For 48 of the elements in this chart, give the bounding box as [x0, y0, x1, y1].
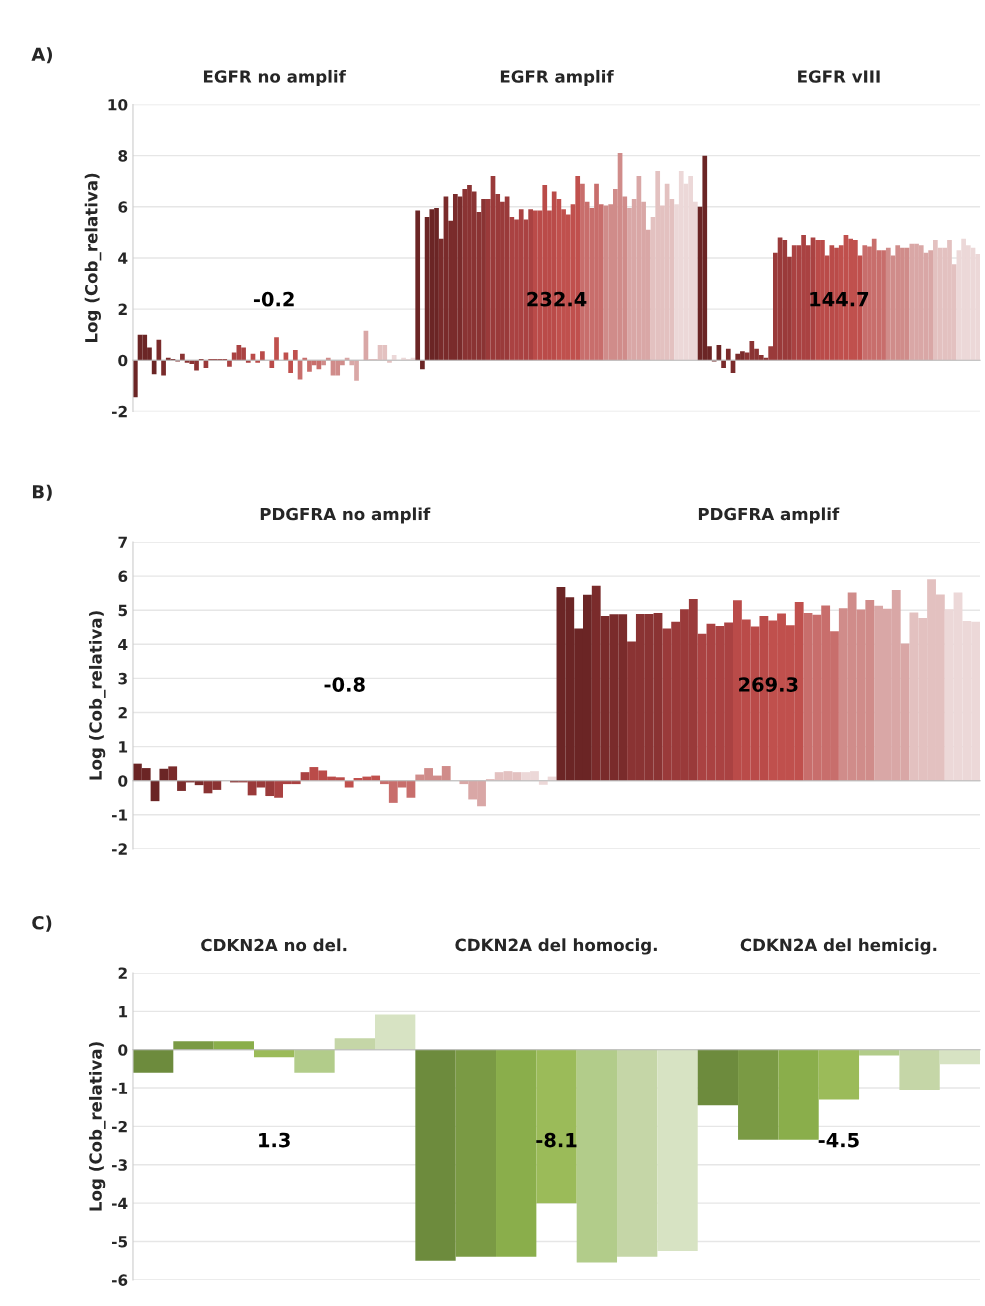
text: PDGFRA amplif: [698, 507, 840, 524]
y-tick-label: 10: [108, 98, 128, 111]
text: PDGFRA no amplif: [260, 507, 431, 524]
y-tick-label: -2: [111, 1120, 127, 1133]
annotation: -0.2: [253, 291, 294, 307]
y-tick-label: -1: [111, 809, 128, 821]
annotation: -4.5: [818, 1132, 859, 1148]
y-tick-label: -1: [111, 1082, 128, 1094]
y-axis-title: Log (Cob_relativa): [84, 173, 102, 343]
annotation: 269.3: [739, 677, 798, 692]
y-tick-label: -3: [111, 1159, 127, 1171]
y-tick-label: -2: [111, 843, 127, 855]
y-axis-title: Log (Cob_relativa): [88, 611, 106, 780]
y-tick-label: 1: [119, 1006, 128, 1018]
text: EGFR amplif: [500, 69, 614, 87]
annotation: 232.4: [527, 291, 587, 307]
y-tick-label: 2: [118, 706, 127, 719]
text: CDKN2A del hemicig.: [740, 938, 937, 955]
chart-title: C): [32, 915, 52, 932]
y-tick-label: 0: [118, 1044, 128, 1056]
y-tick-label: -5: [111, 1236, 128, 1248]
y-tick-label: 2: [118, 967, 127, 979]
y-tick-label: 6: [118, 201, 128, 213]
text: CDKN2A del homocig.: [455, 938, 657, 955]
y-tick-label: 2: [118, 303, 127, 315]
annotation: 144.7: [810, 292, 869, 307]
y-tick-label: 7: [118, 536, 127, 548]
annotation: -0.8: [324, 677, 365, 692]
y-tick-label: 1: [119, 741, 128, 753]
y-axis-title: Log (Cob_relativa): [88, 1042, 106, 1211]
y-tick-label: 4: [118, 638, 128, 651]
y-tick-label: -6: [111, 1274, 128, 1286]
text: EGFR no amplif: [203, 69, 347, 87]
y-tick-label: -2: [111, 405, 127, 418]
y-tick-label: 0: [118, 775, 128, 787]
y-tick-label: 0: [118, 354, 128, 367]
text: EGFR vIII: [798, 70, 880, 83]
y-tick-label: -4: [111, 1197, 128, 1209]
chart-title: A): [31, 47, 52, 64]
y-tick-label: 6: [118, 570, 128, 583]
text: CDKN2A no del.: [201, 938, 347, 952]
y-tick-label: 3: [118, 672, 127, 685]
chart-title: B): [32, 484, 52, 501]
annotation: -8.1: [536, 1132, 577, 1148]
annotation: 1.3: [259, 1132, 290, 1148]
y-tick-label: 8: [118, 150, 128, 162]
y-tick-label: 4: [118, 252, 128, 264]
y-tick-label: 5: [118, 604, 128, 617]
